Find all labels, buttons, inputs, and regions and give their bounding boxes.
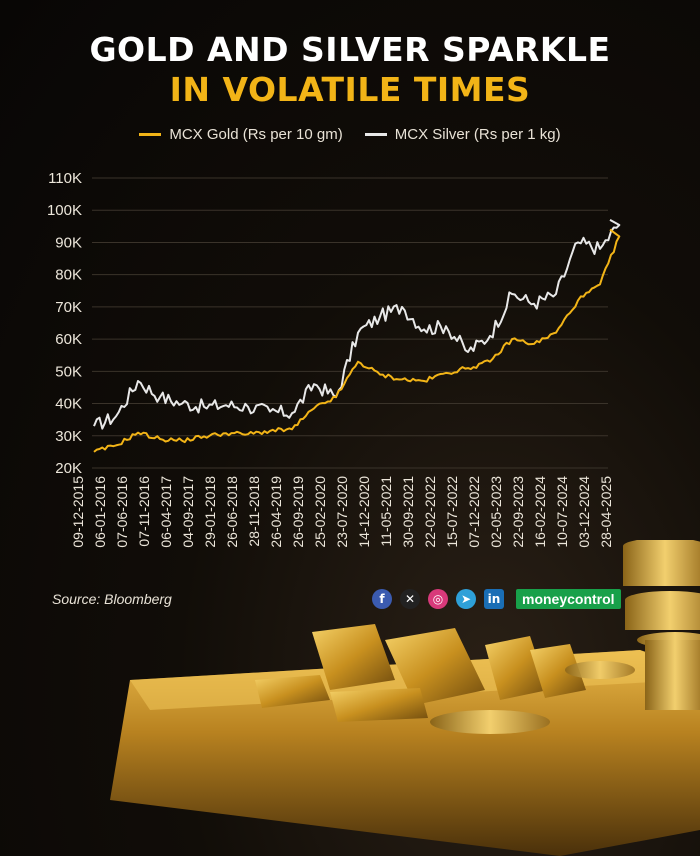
legend: MCX Gold (Rs per 10 gm) MCX Silver (Rs p… xyxy=(0,126,700,143)
series-lines xyxy=(93,219,621,453)
x-tick-label: 26-06-2018 xyxy=(224,476,240,548)
legend-label-silver: MCX Silver (Rs per 1 kg) xyxy=(394,126,561,143)
x-axis: 09-12-2015 06-01-2016 07-06-2016 07-11-2016… xyxy=(70,476,614,548)
legend-swatch-gold xyxy=(139,133,162,136)
linkedin-icon[interactable]: in xyxy=(484,589,504,609)
y-tick-label: 40K xyxy=(55,396,82,413)
x-tick-label: 28-04-2025 xyxy=(598,476,614,548)
y-tick-label: 80K xyxy=(55,267,82,284)
y-tick-label: 50K xyxy=(55,363,82,380)
x-tick-label: 09-12-2015 xyxy=(70,476,86,548)
y-tick-label: 60K xyxy=(55,331,82,348)
x-tick-label: 26-09-2019 xyxy=(290,476,306,548)
x-tick-label: 03-12-2024 xyxy=(576,476,592,548)
y-tick-label: 20K xyxy=(55,460,82,477)
x-tick-label: 07-11-2016 xyxy=(136,476,152,547)
gold-series-line xyxy=(93,228,621,453)
x-tick-label: 07-06-2016 xyxy=(114,476,130,548)
x-tick-label: 06-01-2016 xyxy=(92,476,108,548)
chart-title: GOLD AND SILVER SPARKLE IN VOLATILE TIME… xyxy=(0,30,700,110)
x-tick-label: 28-11-2018 xyxy=(246,476,262,547)
x-tick-label: 11-05-2021 xyxy=(378,476,394,547)
legend-item-silver: MCX Silver (Rs per 1 kg) xyxy=(364,126,561,143)
y-tick-label: 90K xyxy=(55,234,82,251)
x-tick-label: 22-09-2023 xyxy=(510,476,526,548)
y-axis: 20K 30K 40K 50K 60K 70K 80K 90K 100K 110K xyxy=(47,170,82,477)
x-tick-label: 16-02-2024 xyxy=(532,476,548,548)
legend-item-gold: MCX Gold (Rs per 10 gm) xyxy=(139,126,343,143)
x-tick-label: 02-05-2023 xyxy=(488,476,504,548)
telegram-icon[interactable]: ➤ xyxy=(456,589,476,609)
y-tick-label: 110K xyxy=(48,170,82,187)
x-tick-label: 26-04-2019 xyxy=(268,476,284,548)
x-tick-label: 14-12-2020 xyxy=(356,476,372,548)
moneycontrol-logo: moneycontrol xyxy=(516,589,621,609)
x-tick-label: 07-12-2022 xyxy=(466,476,482,548)
x-tick-label: 15-07-2022 xyxy=(444,476,460,548)
legend-label-gold: MCX Gold (Rs per 10 gm) xyxy=(169,126,343,143)
title-line-1: GOLD AND SILVER SPARKLE xyxy=(89,30,611,69)
x-tick-label: 23-07-2020 xyxy=(334,476,350,548)
legend-swatch-silver xyxy=(364,133,387,136)
x-tick-label: 25-02-2020 xyxy=(312,476,328,548)
facebook-icon[interactable]: f xyxy=(372,589,392,609)
gold-bars-image xyxy=(110,540,700,856)
x-icon[interactable]: ✕ xyxy=(400,589,420,609)
silver-series-line xyxy=(93,219,621,430)
x-tick-label: 29-01-2018 xyxy=(202,476,218,548)
y-tick-label: 30K xyxy=(55,428,82,445)
line-chart: 20K 30K 40K 50K 60K 70K 80K 90K 100K 110K 09-12-2… xyxy=(47,170,621,548)
x-tick-label: 30-09-2021 xyxy=(400,476,416,548)
x-tick-label: 22-02-2022 xyxy=(422,476,438,548)
social-links: f ✕ ◎ ➤ in moneycontrol xyxy=(372,589,621,609)
grid xyxy=(92,177,608,469)
x-tick-label: 04-09-2017 xyxy=(180,476,196,548)
y-tick-label: 70K xyxy=(55,299,82,316)
x-tick-label: 10-07-2024 xyxy=(554,476,570,548)
y-tick-label: 100K xyxy=(47,202,82,219)
source-note: Source: Bloomberg xyxy=(52,591,172,607)
x-tick-label: 06-04-2017 xyxy=(158,476,174,548)
instagram-icon[interactable]: ◎ xyxy=(428,589,448,609)
title-line-2: IN VOLATILE TIMES xyxy=(169,70,531,109)
